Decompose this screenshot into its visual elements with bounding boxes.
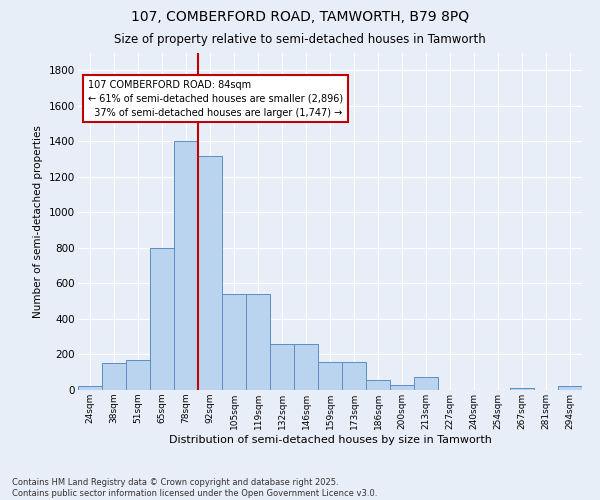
Bar (294, 344, 318, 390)
Bar (198, 156, 222, 390)
Bar (558, 386, 582, 390)
Bar (510, 388, 534, 390)
Bar (222, 294, 246, 390)
Bar (126, 360, 150, 390)
Bar (366, 380, 390, 390)
X-axis label: Distribution of semi-detached houses by size in Tamworth: Distribution of semi-detached houses by … (169, 434, 491, 444)
Bar (102, 364, 126, 390)
Bar (246, 294, 270, 390)
Bar (270, 344, 294, 390)
Text: 107 COMBERFORD ROAD: 84sqm
← 61% of semi-detached houses are smaller (2,896)
  3: 107 COMBERFORD ROAD: 84sqm ← 61% of semi… (88, 80, 343, 118)
Bar (342, 362, 366, 390)
Y-axis label: Number of semi-detached properties: Number of semi-detached properties (34, 125, 43, 318)
Text: 107, COMBERFORD ROAD, TAMWORTH, B79 8PQ: 107, COMBERFORD ROAD, TAMWORTH, B79 8PQ (131, 10, 469, 24)
Text: Size of property relative to semi-detached houses in Tamworth: Size of property relative to semi-detach… (114, 32, 486, 46)
Bar (150, 248, 174, 390)
Bar (318, 362, 342, 390)
Text: Contains HM Land Registry data © Crown copyright and database right 2025.
Contai: Contains HM Land Registry data © Crown c… (12, 478, 377, 498)
Bar (414, 376, 438, 390)
Bar (78, 386, 102, 390)
Bar (174, 142, 198, 390)
Bar (390, 384, 414, 390)
